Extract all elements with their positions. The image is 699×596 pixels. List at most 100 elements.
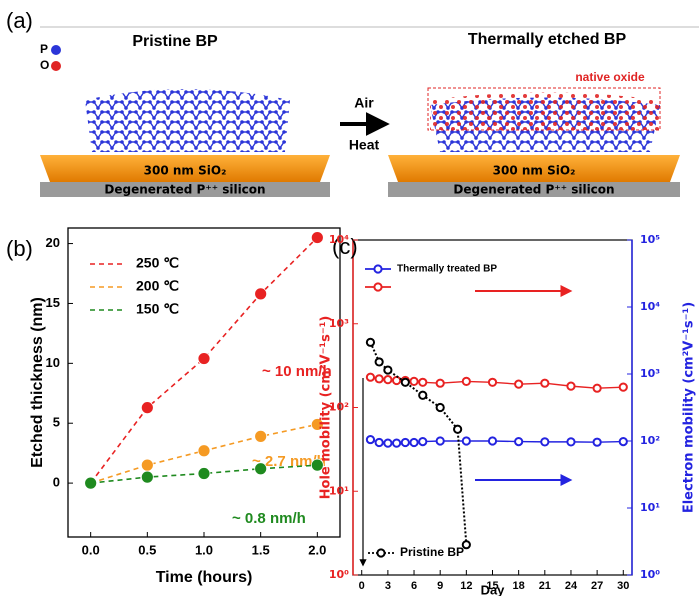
- legend-atom: [51, 45, 61, 55]
- data-point: [254, 462, 268, 476]
- x-tick-label: 30: [617, 580, 629, 592]
- data-point: [383, 375, 393, 385]
- left-silicon: [40, 182, 330, 197]
- arrow-label: Heat: [349, 137, 380, 153]
- data-point: [461, 376, 471, 386]
- data-point: [514, 379, 524, 389]
- data-point: [140, 470, 154, 484]
- y-axis-title: Hole mobility (cm²V⁻¹s⁻¹): [319, 316, 334, 500]
- data-point: [383, 365, 393, 375]
- y-tick-label: 10³: [329, 317, 349, 330]
- data-point: [487, 377, 498, 387]
- data-point: [418, 390, 428, 400]
- x-tick-label: 12: [460, 580, 472, 592]
- substrate-label: Degenerated P⁺⁺ silicon: [453, 183, 614, 197]
- x-tick-label: 0.5: [138, 542, 156, 557]
- x-tick-label: 24: [565, 580, 578, 592]
- pristine-lattice: [85, 89, 290, 152]
- data-point: [409, 437, 419, 448]
- data-point: [400, 437, 410, 448]
- data-point: [540, 437, 550, 447]
- data-point: [383, 438, 393, 448]
- data-point: [84, 476, 98, 490]
- oxide-atoms: [430, 92, 660, 130]
- legend-marker: [373, 282, 383, 292]
- y-tick-label: 10¹: [329, 484, 349, 497]
- rate-annotation: ~ 0.8 nm/h: [232, 510, 306, 527]
- data-point: [391, 375, 402, 386]
- left-title: Pristine BP: [132, 33, 218, 50]
- x-axis-title: Day: [481, 582, 506, 596]
- legend-label: Thermally treated BP: [397, 264, 497, 275]
- legend-label: P: [40, 42, 48, 56]
- data-point: [461, 540, 471, 550]
- panel-b: (b) 0.0 0.5 1.0 1.5 2.0 0 5 10 15 20 Time (hours) Et…: [6, 227, 341, 586]
- y-tick-label: 0: [53, 475, 60, 490]
- data-point: [197, 467, 211, 480]
- legend-label: 250 ℃: [136, 255, 179, 271]
- data-point: [254, 287, 268, 301]
- data-point: [435, 436, 445, 446]
- data-point: [140, 401, 154, 415]
- oxide-label: 300 nm SiO₂: [493, 164, 576, 178]
- data-point: [618, 382, 628, 392]
- data-point: [592, 383, 602, 393]
- data-point: [540, 378, 550, 388]
- data-point: [400, 377, 410, 387]
- fit-line: [90, 237, 318, 484]
- x-tick-label: 3: [385, 580, 391, 592]
- panel-label: (a): [6, 8, 33, 33]
- data-point: [365, 337, 376, 347]
- y-tick-label: 20: [46, 235, 60, 250]
- data-point: [418, 436, 428, 447]
- right-oxide-slab: [388, 155, 680, 182]
- legend-atom: [51, 61, 61, 71]
- data-point: [514, 436, 524, 447]
- data-point: [374, 357, 384, 367]
- data-point: [435, 378, 445, 388]
- data-point: [197, 444, 211, 458]
- data-point: [310, 231, 324, 244]
- data-point: [310, 458, 324, 472]
- data-point: [453, 424, 463, 434]
- data-point: [365, 434, 376, 445]
- data-point: [365, 372, 376, 382]
- annotation: native oxide: [575, 70, 645, 84]
- y2-axis-title: Electron mobility (cm²V⁻¹s⁻¹): [682, 302, 697, 513]
- data-point: [435, 402, 445, 413]
- x-tick-label: 18: [513, 580, 525, 592]
- legend-label: O: [40, 58, 49, 72]
- data-point: [197, 352, 211, 365]
- data-point: [374, 374, 384, 384]
- panel-a: (a) Pristine BP Thermally etched BP PO 30…: [6, 8, 699, 197]
- x-tick-label: 6: [411, 580, 417, 592]
- y-axis-title: Etched thickness (nm): [29, 297, 46, 468]
- right-title: Thermally etched BP: [468, 31, 627, 48]
- arrow-label: Air: [354, 95, 374, 111]
- y-tick-label: 10²: [329, 401, 349, 414]
- y-tick-label: 10: [46, 355, 60, 370]
- x-tick-label: 0: [359, 580, 365, 592]
- data-point: [618, 436, 628, 447]
- oxide-box: [427, 87, 661, 131]
- y2-tick-label: 10⁵: [640, 233, 660, 246]
- series-line: [369, 341, 468, 545]
- data-point: [592, 437, 602, 447]
- x-tick-label: 9: [437, 580, 443, 592]
- data-point: [461, 436, 471, 446]
- panel-c: (c) 0 3 6 9 12 15 18 21 24 27 30 10⁰ 10¹ 10² 10³ 10⁴ 10⁰ 1…: [319, 233, 697, 596]
- data-point: [409, 376, 419, 386]
- fit-line: [90, 464, 318, 484]
- x-tick-label: 1.0: [195, 542, 213, 557]
- y-tick-label: 10⁴: [329, 233, 349, 246]
- data-point: [310, 418, 324, 431]
- substrate-label: Degenerated P⁺⁺ silicon: [104, 183, 265, 197]
- oxide-label: 300 nm SiO₂: [144, 164, 227, 178]
- y2-tick-label: 10³: [640, 367, 660, 380]
- data-point: [566, 437, 576, 447]
- rate-annotation: ~ 10 nm/h: [262, 363, 332, 380]
- left-oxide-slab: [40, 155, 330, 182]
- plot-frame: [67, 227, 341, 538]
